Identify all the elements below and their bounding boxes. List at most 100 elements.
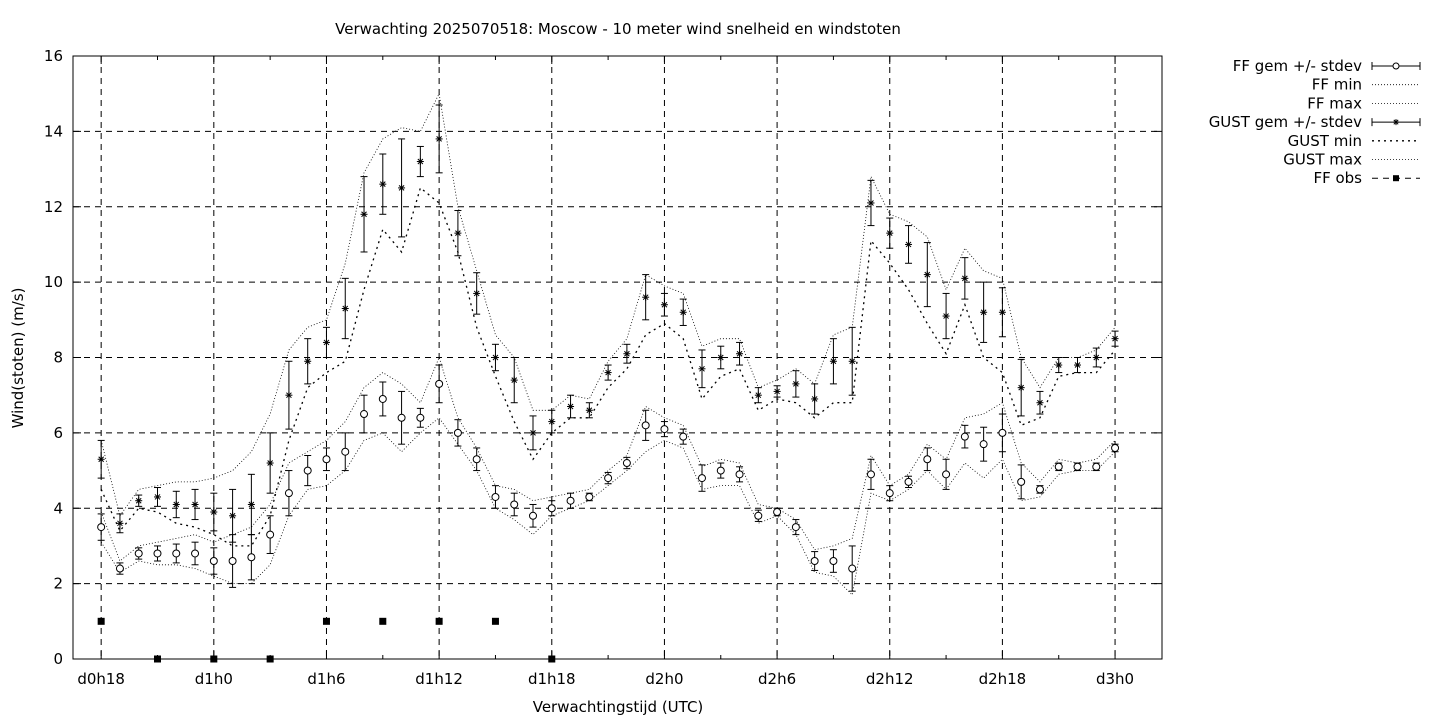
- legend-label: GUST min: [1288, 132, 1362, 150]
- gust-mean-point: [773, 387, 781, 395]
- ff-mean-point: [416, 413, 425, 422]
- ff-mean-point: [134, 549, 143, 558]
- x-tick-label: d2h12: [866, 670, 914, 688]
- gust-mean-point: [811, 395, 819, 403]
- ff-mean-point: [697, 474, 706, 483]
- x-tick-label: d1h18: [528, 670, 576, 688]
- ff-mean-point: [247, 553, 256, 562]
- gust-mean-point: [754, 391, 762, 399]
- series-layer: [97, 92, 1120, 663]
- x-tick-label: d2h18: [979, 670, 1027, 688]
- ff-mean-point: [303, 466, 312, 475]
- x-axis-label: Verwachtingstijd (UTC): [533, 698, 704, 716]
- legend-label: FF max: [1307, 94, 1362, 112]
- ff-mean-point: [716, 466, 725, 475]
- ff-mean-point: [266, 530, 275, 539]
- y-tick-label: 8: [53, 349, 63, 367]
- legend-circle-marker: [1392, 62, 1400, 70]
- gust-mean-point: [379, 180, 387, 188]
- ff-mean-point: [754, 511, 763, 520]
- gust-mean-point: [153, 493, 161, 501]
- gust-mean-point: [642, 293, 650, 301]
- gust-mean-point: [266, 459, 274, 467]
- ff-obs-point: [491, 617, 499, 625]
- ff-mean-point: [848, 564, 857, 573]
- gust-mean-point: [942, 312, 950, 320]
- ff-mean-point: [1092, 462, 1101, 471]
- gust-mean-point: [116, 519, 124, 527]
- gust-mean-point: [135, 497, 143, 505]
- x-tick-label: d2h0: [645, 670, 683, 688]
- x-tick-label: d0h18: [77, 670, 125, 688]
- ff-mean-point: [209, 557, 218, 566]
- gust-mean-point: [1092, 354, 1100, 361]
- gust-mean-point: [886, 229, 894, 237]
- ff-mean-point: [115, 564, 124, 573]
- gust-mean-point: [585, 406, 593, 414]
- grid-lines: [73, 56, 1162, 659]
- ff-mean-point: [866, 470, 875, 479]
- plot-frame: [72, 55, 1163, 660]
- ff-mean-point: [660, 425, 669, 434]
- ff-mean-point: [829, 557, 838, 566]
- x-tick-label: d1h0: [195, 670, 233, 688]
- ff-mean-point: [435, 379, 444, 388]
- ff-mean-point: [923, 455, 932, 464]
- legend-label: FF obs: [1313, 169, 1362, 187]
- gust-mean-point: [679, 308, 687, 316]
- gust-mean-point: [792, 380, 800, 388]
- gust-mean-point: [980, 308, 988, 316]
- gust-min-line: [100, 186, 1116, 547]
- gust-mean-point: [623, 350, 631, 358]
- gust-mean-point: [398, 184, 406, 192]
- gust-mean-point: [210, 508, 218, 516]
- ff-mean-point: [904, 477, 913, 486]
- ff-mean-point: [341, 447, 350, 456]
- gust-mean-point: [1036, 399, 1044, 407]
- gust-mean-point: [1074, 361, 1082, 369]
- legend-label: FF min: [1312, 76, 1362, 94]
- ff-mean-point: [960, 432, 969, 441]
- chart-title: Verwachting 2025070518: Moscow - 10 mete…: [335, 20, 901, 38]
- gust-mean-point: [491, 354, 499, 361]
- ff-mean-point: [191, 549, 200, 558]
- gust-mean-point: [529, 429, 537, 437]
- gust-mean-point: [604, 369, 612, 377]
- gust-mean-point: [848, 357, 856, 365]
- ff-min-line: [100, 417, 1116, 596]
- ff-mean-point: [1035, 485, 1044, 494]
- gust-mean-point: [567, 402, 575, 410]
- ff-obs-point: [435, 617, 443, 625]
- ff-mean-point: [397, 413, 406, 422]
- axes: 0 2 4 6 8 10 12 14 16 d0h18 d1h0 d1h6 d1h12 d1h18 d2h0…: [44, 47, 1162, 688]
- x-tick-label: d1h6: [307, 670, 345, 688]
- y-tick-label: 12: [44, 198, 63, 216]
- ff-max-line: [100, 356, 1116, 562]
- gust-mean-point: [304, 357, 312, 365]
- x-tick-label: d3h0: [1096, 670, 1134, 688]
- legend-star-marker: [1393, 119, 1399, 126]
- gust-mean-point: [717, 354, 725, 361]
- gust-mean-point: [473, 289, 481, 297]
- ff-mean-point: [284, 489, 293, 498]
- y-axis-label: Wind(stoten) (m/s): [9, 288, 27, 429]
- gust-mean-point: [454, 229, 462, 237]
- gust-mean-point: [1017, 384, 1025, 392]
- gust-mean-point: [416, 158, 424, 166]
- ff-obs-point: [379, 617, 387, 625]
- ff-obs-point: [97, 617, 105, 625]
- ff-mean-point: [97, 523, 106, 532]
- ff-mean-point: [453, 428, 462, 437]
- ff-mean-point: [322, 455, 331, 464]
- ff-mean-point: [378, 394, 387, 403]
- y-tick-label: 10: [44, 273, 63, 291]
- y-tick-label: 4: [53, 499, 63, 517]
- ff-mean-point: [998, 428, 1007, 437]
- gust-mean-point: [191, 500, 199, 508]
- ff-mean-point: [153, 549, 162, 558]
- ff-mean-point: [547, 504, 556, 513]
- y-tick-label: 14: [44, 122, 63, 140]
- ff-mean-point: [1111, 443, 1120, 452]
- y-tick-label: 16: [44, 47, 63, 65]
